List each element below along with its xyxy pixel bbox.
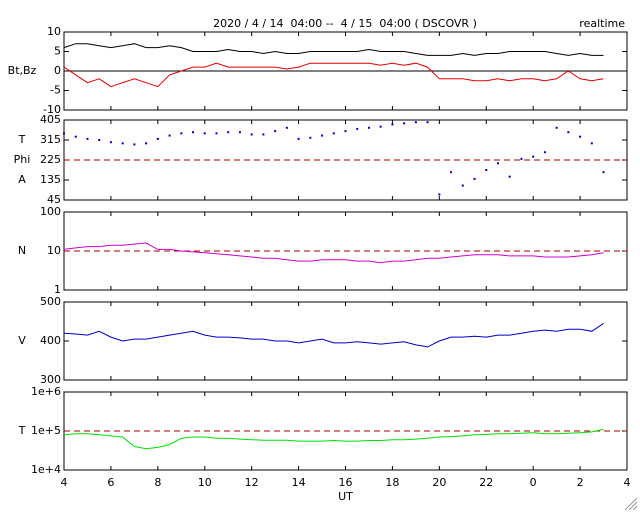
y-tick-label: -10: [43, 103, 61, 116]
data-point: [98, 139, 101, 141]
y-tick-label: 400: [40, 334, 61, 347]
data-point: [532, 155, 535, 158]
annotation: realtime: [579, 17, 625, 30]
data-point: [344, 130, 347, 133]
x-tick-label: 2: [577, 476, 584, 489]
data-point: [203, 132, 206, 135]
data-point: [426, 121, 429, 124]
data-line: [63, 322, 604, 348]
chart-title: 2020 / 4 / 14 04:00 -- 4 / 15 04:00 ( DS…: [213, 17, 477, 30]
data-line: [63, 428, 604, 450]
data-point: [215, 132, 218, 135]
data-point: [450, 171, 453, 174]
y-tick-label: 225: [40, 153, 61, 166]
data-point: [74, 135, 77, 138]
data-point: [403, 122, 406, 125]
x-tick-label: 6: [107, 476, 114, 489]
data-point: [168, 134, 171, 137]
x-tick-label: 20: [432, 476, 446, 489]
data-point: [414, 121, 417, 124]
data-point: [297, 137, 300, 140]
y-tick-label: 1: [54, 283, 61, 296]
y-axis-label: V: [18, 334, 26, 347]
y-tick-label: 405: [40, 113, 61, 126]
y-tick-label: 10: [47, 25, 61, 38]
x-tick-label: 4: [624, 476, 631, 489]
data-point: [579, 135, 582, 138]
resize-grip: [624, 497, 638, 511]
y-tick-label: 0: [54, 64, 61, 77]
data-point: [602, 171, 605, 174]
data-point: [285, 126, 288, 129]
data-point: [590, 142, 593, 145]
y-tick-label: 5: [54, 45, 61, 58]
data-point: [379, 125, 382, 128]
data-point: [485, 169, 488, 171]
data-line: [63, 242, 604, 264]
data-point: [367, 126, 370, 129]
data-point: [192, 131, 195, 134]
x-tick-label: 12: [245, 476, 259, 489]
y-axis-label: A: [18, 173, 26, 186]
y-axis-label: N: [18, 244, 26, 257]
data-point: [274, 130, 277, 133]
data-point: [520, 157, 523, 160]
data-point: [109, 141, 112, 144]
data-point: [461, 184, 464, 187]
data-point: [438, 193, 441, 196]
data-point: [332, 132, 335, 135]
y-tick-label: 1e+6: [31, 385, 61, 398]
data-point: [321, 134, 324, 137]
x-tick-label: 14: [292, 476, 306, 489]
y-axis-label: Phi: [14, 153, 31, 166]
data-line: [63, 62, 604, 88]
y-axis-label: T: [18, 133, 26, 146]
x-tick-label: 22: [479, 476, 493, 489]
data-point: [156, 137, 159, 140]
y-tick-label: 45: [47, 193, 61, 206]
y-axis-label: T: [18, 424, 26, 437]
y-tick-label: 300: [40, 373, 61, 386]
data-point: [145, 142, 148, 145]
x-tick-label: 16: [339, 476, 353, 489]
x-tick-label: 18: [385, 476, 399, 489]
y-tick-label: 1e+4: [31, 463, 61, 476]
data-point: [238, 131, 241, 134]
y-tick-label: -5: [50, 84, 61, 97]
data-point: [555, 126, 558, 129]
y-tick-label: 10: [47, 244, 61, 257]
y-tick-label: 315: [40, 133, 61, 146]
data-point: [496, 162, 499, 165]
data-point: [356, 127, 359, 130]
x-tick-label: 0: [530, 476, 537, 489]
data-point: [309, 136, 312, 139]
data-point: [121, 142, 124, 145]
y-tick-label: 500: [40, 295, 61, 308]
x-tick-label: 8: [154, 476, 161, 489]
data-point: [133, 143, 136, 146]
data-point: [508, 175, 511, 178]
y-tick-label: 135: [40, 173, 61, 186]
data-point: [250, 133, 253, 136]
x-tick-label: 4: [61, 476, 68, 489]
y-tick-label: 1e+5: [31, 424, 61, 437]
data-point: [391, 123, 394, 126]
x-axis-label: UT: [338, 490, 353, 503]
data-point: [86, 137, 89, 140]
y-tick-label: 100: [40, 205, 61, 218]
data-point: [473, 177, 476, 180]
data-point: [63, 132, 65, 135]
data-point: [262, 133, 265, 136]
x-tick-label: 10: [198, 476, 212, 489]
data-point: [180, 132, 183, 135]
data-line: [63, 43, 604, 56]
data-point: [543, 151, 546, 154]
y-axis-label: Bt,Bz: [8, 64, 37, 77]
data-point: [227, 131, 230, 134]
data-point: [567, 131, 570, 134]
